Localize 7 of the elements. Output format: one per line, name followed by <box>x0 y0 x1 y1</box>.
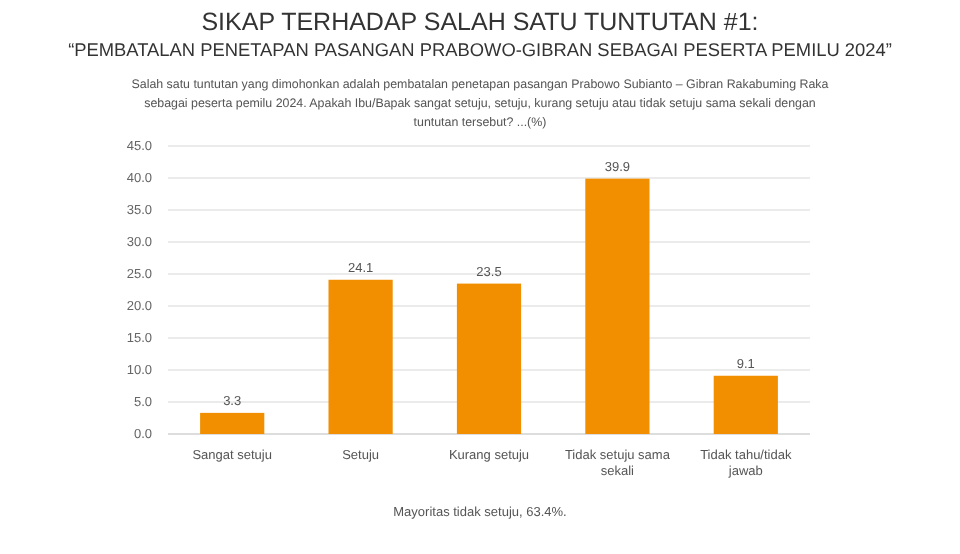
chart-subtitle: “PEMBATALAN PENETAPAN PASANGAN PRABOWO-GIBRAN SEBAGAI PESERTA PEMILU 2024” <box>68 40 892 60</box>
bar <box>200 412 265 434</box>
chart-title: SIKAP TERHADAP SALAH SATU TUNTUTAN #1: <box>201 8 759 36</box>
bar <box>713 375 778 434</box>
bar <box>456 283 522 434</box>
bar <box>328 279 393 434</box>
bar <box>585 178 650 434</box>
